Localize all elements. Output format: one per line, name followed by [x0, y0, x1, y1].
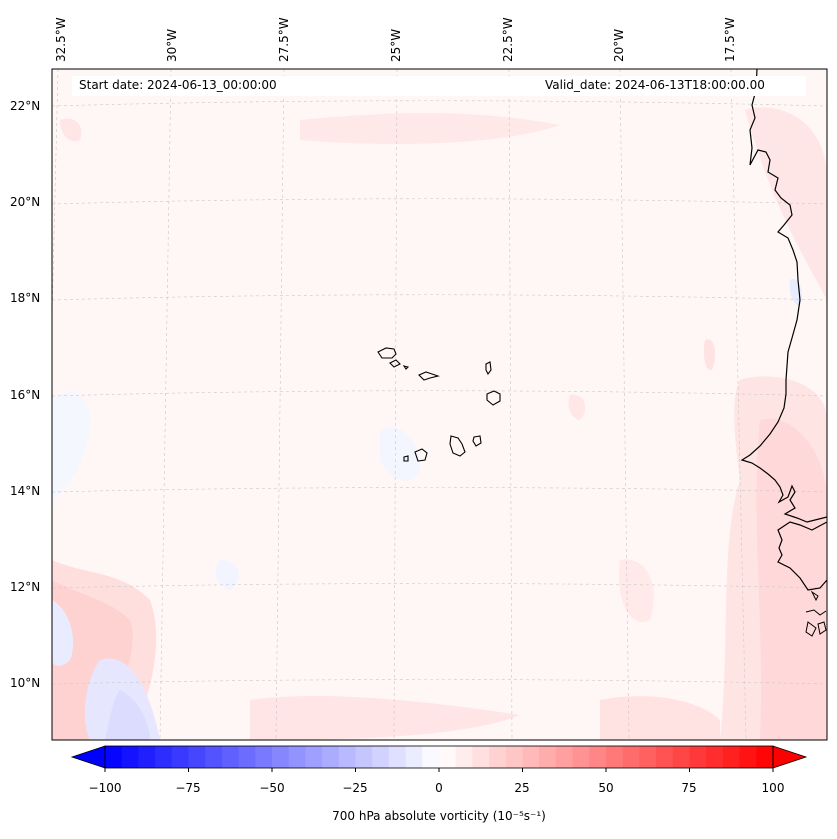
map-background [52, 69, 827, 740]
santo-antao-island [377, 347, 397, 359]
colorbar-cell [121, 746, 139, 768]
gridlines [52, 69, 827, 740]
colorbar-cell [221, 746, 240, 768]
boa-vista-island [486, 390, 501, 406]
colorbar-tick-label: 50 [598, 781, 614, 795]
colorbar-title: 700 hPa absolute vorticity (10⁻⁵s⁻¹) [332, 809, 546, 823]
africa-coastline-south [777, 521, 827, 591]
lon-label-30w: 30°W [165, 28, 179, 62]
colorbar-cell [171, 746, 189, 768]
lon-label-22-5w: 22.5°W [501, 17, 515, 62]
colorbar-cell [706, 746, 724, 768]
start-date-label: Start date: 2024-06-13_00:00:00 [79, 78, 277, 92]
colorbar-cell [388, 746, 407, 768]
colorbar-cell [622, 746, 640, 768]
colorbar-cell [505, 746, 523, 768]
colorbar [70, 745, 808, 772]
colorbar-cells [105, 746, 774, 768]
valid-date-label: Valid_date: 2024-06-13T18:00:00.00 [545, 78, 765, 92]
guinea-bissau-islands [805, 590, 827, 637]
colorbar-cell [405, 746, 423, 768]
colorbar-cell [756, 746, 774, 768]
colorbar-cell [739, 746, 757, 768]
colorbar-tick-label: −75 [175, 781, 201, 795]
santiago-island [449, 435, 466, 457]
vorticity-field [52, 107, 827, 740]
colorbar-cell [205, 746, 223, 768]
colorbar-cell [606, 746, 624, 768]
colorbar-tick-label: 0 [435, 781, 443, 795]
colorbar-cell [105, 746, 123, 768]
lon-label-32-5w: 32.5°W [54, 17, 68, 62]
map-frame [51, 68, 828, 741]
lat-label-14n: 14°N [10, 484, 41, 498]
colorbar-cell [305, 746, 323, 768]
colorbar-tick-label: −25 [342, 781, 368, 795]
colorbar-cell [656, 746, 674, 768]
colorbar-tick-label: 25 [514, 781, 530, 795]
colorbar-cell [572, 746, 590, 768]
colorbar-tick-marks [104, 768, 774, 772]
lat-label-16n: 16°N [10, 388, 41, 402]
lat-label-18n: 18°N [10, 291, 41, 305]
colorbar-cell [639, 746, 657, 768]
colorbar-cell [589, 746, 607, 768]
fogo-island [414, 448, 428, 462]
colorbar-cell [522, 746, 540, 768]
colorbar-cell [439, 746, 457, 768]
africa-coastline [740, 69, 827, 523]
lon-label-27-5w: 27.5°W [277, 17, 291, 62]
cape-verde-islands [377, 347, 501, 462]
sao-nicolau-island [418, 371, 440, 381]
colorbar-cell [355, 746, 373, 768]
colorbar-cell [322, 746, 340, 768]
lat-label-10n: 10°N [10, 676, 41, 690]
lon-label-20w: 20°W [612, 28, 626, 62]
colorbar-cell [422, 746, 440, 768]
maio-island [472, 435, 482, 447]
sao-vicente-island [389, 359, 401, 368]
colorbar-cell [338, 746, 356, 768]
brava-island [403, 455, 409, 462]
lat-label-12n: 12°N [10, 580, 41, 594]
colorbar-cell [539, 746, 557, 768]
colorbar-cell [255, 746, 273, 768]
colorbar-cell [288, 746, 306, 768]
colorbar-tick-label: 100 [761, 781, 785, 795]
colorbar-cell [489, 746, 507, 768]
lon-label-25w: 25°W [389, 28, 403, 62]
colorbar-cell [472, 746, 490, 768]
map-panel [52, 69, 827, 740]
colorbar-cell [238, 746, 256, 768]
info-banner [72, 76, 806, 96]
colorbar-cell [555, 746, 574, 768]
colorbar-extend-low [70, 745, 106, 769]
lon-label-17-5w: 17.5°W [723, 17, 737, 62]
colorbar-cell [272, 746, 290, 768]
colorbar-cell [138, 746, 156, 768]
colorbar-cell [689, 746, 707, 768]
colorbar-cell [672, 746, 690, 768]
colorbar-cell [188, 746, 206, 768]
colorbar-cell [155, 746, 173, 768]
colorbar-cell [372, 746, 390, 768]
santa-luzia-island [402, 365, 410, 370]
colorbar-cell [722, 746, 741, 768]
colorbar-tick-label: −100 [88, 781, 122, 795]
colorbar-tick-label: 75 [681, 781, 697, 795]
sal-island [485, 361, 492, 376]
lat-label-20n: 20°N [10, 195, 41, 209]
colorbar-tick-label: −50 [259, 781, 285, 795]
colorbar-cell [455, 746, 473, 768]
colorbar-extend-high [772, 745, 808, 769]
lat-label-22n: 22°N [10, 99, 41, 113]
